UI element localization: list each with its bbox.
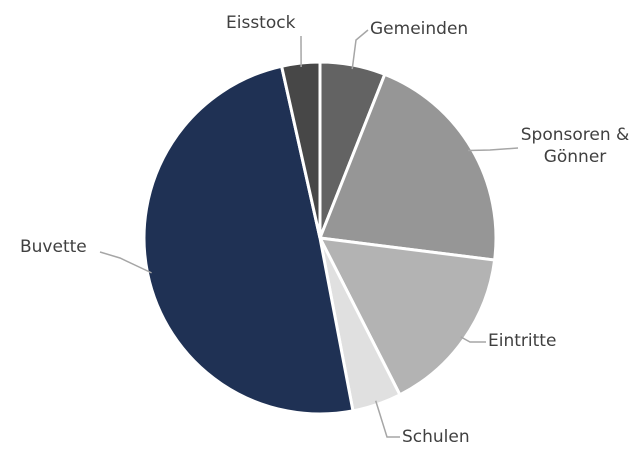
slice-label: Gemeinden (370, 19, 469, 39)
leader-line (351, 29, 369, 70)
slice-label: Buvette (20, 237, 87, 257)
slice-label: Eintritte (488, 331, 557, 351)
slice-label: Schulen (402, 427, 470, 447)
leader-line (468, 147, 519, 152)
pie-slice (317, 72, 498, 262)
slice-label: Sponsoren & Gönner (520, 125, 630, 167)
leader-line (374, 400, 400, 438)
leader-line (460, 336, 486, 343)
slice-label: Eisstock (226, 13, 296, 33)
leader-line (99, 251, 152, 274)
